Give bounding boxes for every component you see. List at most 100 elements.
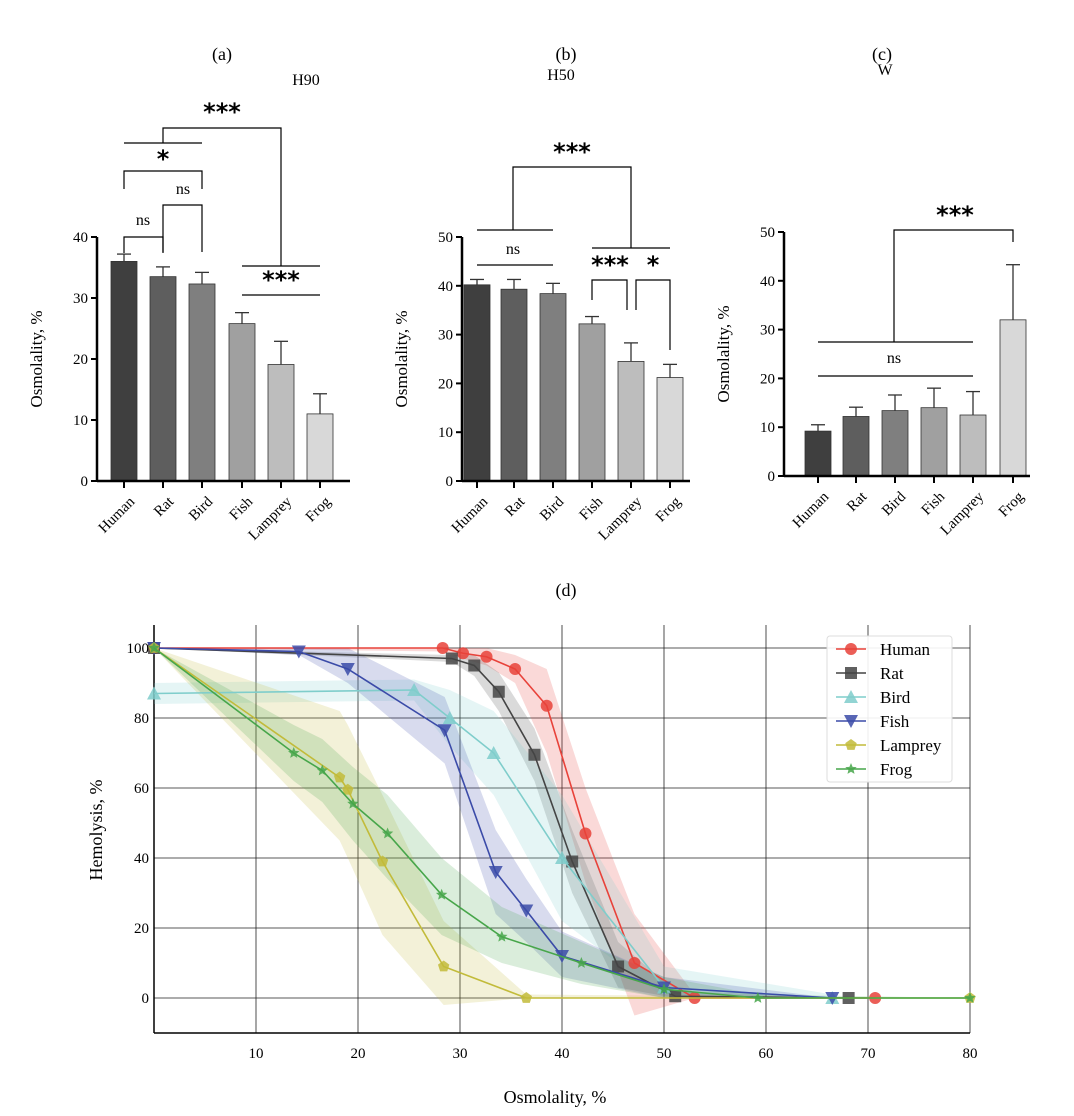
bar-frog (306, 413, 334, 482)
y-tick-label: 30 (438, 328, 453, 344)
panel-label: (a) (212, 44, 232, 65)
panel-label: (c) (872, 44, 892, 65)
y-tick-label: 10 (760, 420, 775, 436)
point-fish (519, 904, 534, 918)
bar-fish (920, 407, 948, 477)
point-bird (442, 711, 457, 724)
point-human (457, 647, 470, 660)
legend-marker-lamprey (845, 739, 857, 750)
sig-label: *** (591, 251, 629, 279)
x-tick-label: Frog (653, 494, 685, 526)
point-rat (445, 652, 458, 665)
sig-label: ns (887, 350, 901, 367)
point-human (480, 650, 493, 663)
sig-bracket (512, 166, 632, 248)
bar-bird (881, 410, 909, 477)
legend-marker-fish (844, 715, 858, 728)
legend-marker-rat (845, 667, 857, 679)
bar-lamprey (267, 364, 295, 482)
point-human (509, 663, 522, 675)
x-tick-label: Lamprey (246, 494, 296, 544)
panel-title: H50 (547, 67, 575, 84)
point-fish (340, 663, 355, 676)
sig-label: *** (262, 266, 300, 294)
bar-bird (188, 283, 216, 482)
point-rat (669, 990, 682, 1003)
y-tick-label: 40 (73, 230, 88, 246)
panel-label: (b) (556, 44, 577, 65)
y-axis-label: Osmolality, % (27, 310, 46, 407)
x-tick-label: 10 (249, 1046, 264, 1062)
y-tick-label: 50 (438, 230, 453, 246)
y-tick-label: 20 (438, 376, 453, 392)
legend-label-rat: Rat (880, 664, 904, 683)
bar-frog (999, 319, 1027, 477)
y-tick-label: 20 (760, 371, 775, 387)
panel-title: W (877, 62, 893, 79)
y-axis-label: Osmolality, % (714, 305, 733, 402)
y-tick-label: 20 (73, 352, 88, 368)
point-frog (435, 888, 448, 900)
legend-label-human: Human (880, 640, 931, 659)
point-bird (486, 746, 501, 759)
y-axis-label: Hemolysis, % (86, 779, 106, 880)
x-tick-label: Lamprey (596, 494, 646, 544)
bar-rat (500, 288, 528, 482)
y-tick-label: 40 (760, 274, 775, 290)
point-fish (291, 645, 306, 659)
point-frog (496, 930, 508, 942)
x-tick-label: 50 (657, 1046, 672, 1062)
bar-lamprey (617, 361, 645, 482)
line-human (154, 647, 876, 999)
sig-label: * (157, 145, 170, 173)
bar-bird (539, 293, 567, 482)
y-tick-label: 10 (73, 413, 88, 429)
sig-bracket (162, 204, 203, 252)
point-human (540, 699, 553, 712)
bar-lamprey (959, 414, 987, 477)
point-rat (612, 960, 625, 973)
sig-bracket (162, 127, 282, 266)
y-axis-label: Osmolality, % (392, 310, 411, 407)
x-tick-label: Rat (844, 488, 871, 515)
x-tick-label: Bird (879, 489, 910, 520)
sig-label: *** (553, 138, 591, 166)
bar-rat (149, 276, 177, 482)
y-tick-label: 0 (81, 474, 89, 490)
point-lamprey (437, 960, 450, 972)
point-frog (288, 747, 300, 758)
bar-rat (842, 416, 870, 477)
x-tick-label: 60 (759, 1046, 774, 1062)
point-bird (555, 851, 569, 864)
sig-bracket (893, 229, 1014, 342)
x-tick-label: Rat (502, 493, 529, 520)
x-tick-label: Fish (919, 489, 949, 519)
x-tick-label: Frog (996, 489, 1028, 521)
y-tick-label: 30 (760, 323, 775, 339)
x-axis-label: Osmolality, % (504, 1087, 607, 1107)
x-tick-label: Human (449, 494, 492, 537)
y-tick-label: 20 (134, 921, 149, 937)
point-frog (381, 827, 394, 839)
bar-human (463, 284, 491, 482)
bar-fish (228, 323, 256, 482)
legend-marker-bird (844, 690, 858, 703)
point-human (628, 957, 641, 969)
point-lamprey (520, 992, 533, 1003)
point-rat (566, 855, 579, 868)
bar-human (110, 260, 138, 482)
x-tick-label: Lamprey (938, 489, 988, 539)
bar-fish (578, 323, 606, 482)
point-human (436, 642, 449, 654)
x-tick-label: 20 (351, 1046, 366, 1062)
x-tick-label: Bird (537, 494, 568, 525)
point-fish (437, 724, 452, 738)
y-tick-label: 10 (438, 425, 453, 441)
legend-label-lamprey: Lamprey (880, 736, 942, 755)
point-rat (468, 659, 481, 672)
y-tick-label: 80 (134, 711, 149, 727)
point-bird (147, 686, 161, 700)
sig-label: *** (203, 98, 241, 126)
point-rat (528, 748, 541, 761)
x-tick-label: 40 (555, 1046, 570, 1062)
